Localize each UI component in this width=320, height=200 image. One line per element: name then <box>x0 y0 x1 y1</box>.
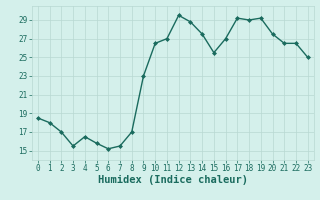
X-axis label: Humidex (Indice chaleur): Humidex (Indice chaleur) <box>98 175 248 185</box>
